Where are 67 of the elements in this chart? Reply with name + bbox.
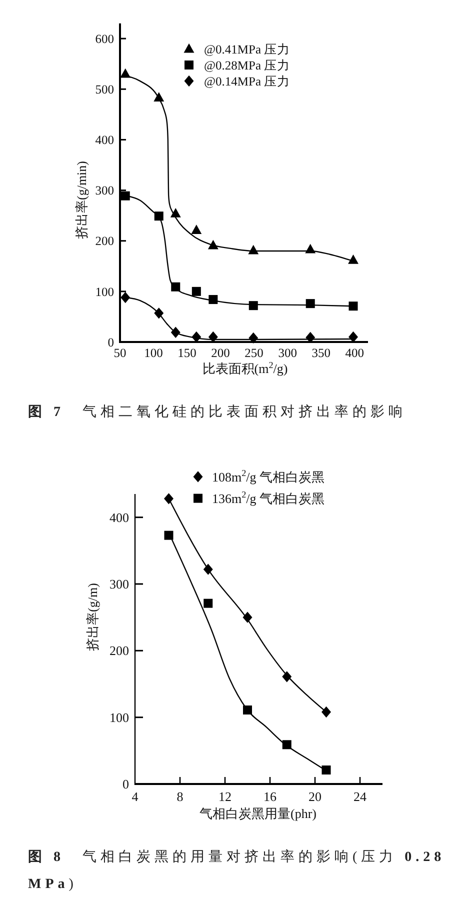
point — [170, 208, 181, 218]
y-tick-label: 200 — [110, 643, 129, 658]
legend-label: @0.41MPa 压力 — [204, 42, 290, 56]
point — [170, 326, 180, 338]
x-tick-label: 300 — [278, 346, 297, 360]
point — [164, 493, 174, 504]
point — [348, 302, 358, 311]
point — [248, 301, 258, 310]
x-tick-label: 200 — [211, 346, 230, 360]
x-tick-label: 50 — [114, 346, 126, 360]
x-axis-title: 气相白炭黑用量(phr) — [200, 806, 316, 821]
x-tick-label: 8 — [176, 789, 184, 804]
text: 图 8 气相白炭黑的用量对挤出率的影响(压力 0.28 MPa) — [28, 850, 446, 892]
point — [192, 286, 201, 296]
point — [204, 598, 213, 608]
point — [248, 244, 259, 254]
y-tick-label: 300 — [95, 184, 114, 198]
y-tick-label: 400 — [110, 510, 129, 525]
point — [348, 254, 358, 264]
point — [191, 224, 202, 234]
x-tick-label: 12 — [218, 789, 232, 804]
legend-label: 136m$^{2}$/g 气相白炭黑 — [212, 490, 325, 506]
x-tick-label: 16 — [264, 789, 277, 804]
x-axis-title: 比表面积(m$^{2}$/g) — [202, 360, 288, 376]
y-tick-label: 0 — [108, 335, 114, 350]
point — [171, 282, 180, 292]
point — [120, 68, 131, 78]
y-tick-label: 100 — [95, 284, 114, 299]
y-axis-title: 挤出率(g/m) — [85, 583, 100, 651]
point — [154, 308, 164, 319]
text: 图 7 气相二氧化硅的比表面积对挤出率的影响 — [28, 405, 406, 420]
x-tick-label: 20 — [308, 789, 322, 804]
x-tick-label: 250 — [244, 346, 264, 360]
point — [120, 292, 130, 304]
y-tick-label: 600 — [95, 32, 114, 46]
point — [248, 332, 258, 344]
point — [164, 530, 174, 540]
point — [322, 706, 331, 718]
point — [154, 92, 164, 102]
y-tick-label: 300 — [110, 576, 129, 592]
y-tick-label: 200 — [95, 234, 114, 248]
legend-label: 108m$^{2}$/g 气相白炭黑 — [212, 468, 325, 484]
point — [322, 766, 331, 774]
x-tick-label: 4 — [132, 789, 139, 804]
y-tick-label: 0 — [122, 776, 129, 792]
x-tick-label: 350 — [312, 346, 330, 360]
x-tick-label: 24 — [354, 789, 367, 804]
point — [306, 299, 315, 308]
x-tick-label: 100 — [144, 346, 163, 360]
point — [154, 212, 164, 221]
x-tick-label: 400 — [345, 346, 364, 360]
point — [282, 671, 292, 682]
legend-label: @0.14MPa 压力 — [204, 74, 290, 88]
y-tick-label: 400 — [95, 133, 114, 148]
y-tick-label: 100 — [110, 710, 129, 725]
point — [203, 564, 213, 575]
point — [243, 705, 252, 714]
y-tick-label: 500 — [95, 82, 114, 97]
point — [242, 612, 252, 623]
x-tick-label: 150 — [178, 346, 196, 360]
point — [208, 295, 218, 304]
y-axis-title: 挤出率(g/min) — [74, 161, 89, 239]
point — [120, 191, 130, 200]
point — [208, 240, 218, 250]
point — [282, 740, 292, 750]
point — [305, 244, 316, 254]
legend-label: @0.28MPa 压力 — [204, 58, 290, 72]
